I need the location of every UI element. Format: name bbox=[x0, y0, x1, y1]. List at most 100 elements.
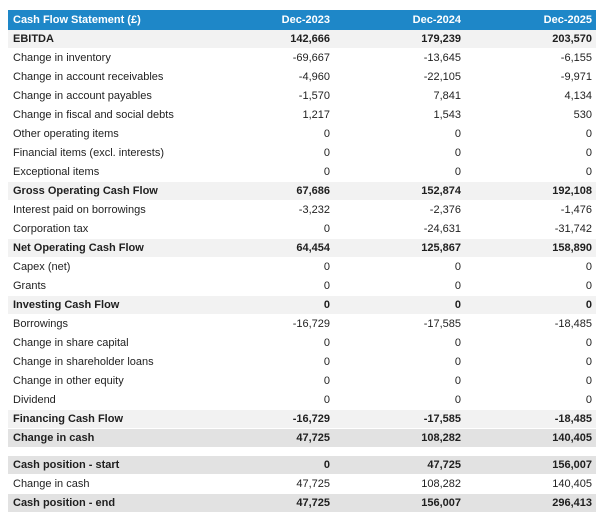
table-row: Change in cash 47,725 108,282 140,405 bbox=[8, 474, 596, 494]
table-row: Corporation tax 0 -24,631 -31,742 bbox=[8, 219, 596, 239]
spacer-cell bbox=[8, 447, 596, 456]
cell-value: 0 bbox=[203, 390, 334, 410]
column-header-dec-2025: Dec-2025 bbox=[465, 10, 596, 30]
table-row: Change in account receivables -4,960 -22,1… bbox=[8, 67, 596, 87]
row-label: Change in other equity bbox=[8, 371, 203, 391]
cell-value: 0 bbox=[334, 352, 465, 372]
cell-value: 64,454 bbox=[203, 238, 334, 258]
row-label: Change in fiscal and social debts bbox=[8, 105, 203, 125]
cell-value: 0 bbox=[334, 390, 465, 410]
cell-value: 0 bbox=[465, 371, 596, 391]
table-row: Dividend 0 0 0 bbox=[8, 390, 596, 410]
row-label: Interest paid on borrowings bbox=[8, 200, 203, 220]
cell-value: 296,413 bbox=[465, 493, 596, 513]
table-row: Investing Cash Flow 0 0 0 bbox=[8, 295, 596, 315]
table-row: Interest paid on borrowings -3,232 -2,376-… bbox=[8, 200, 596, 220]
cell-value: 0 bbox=[203, 295, 334, 315]
row-label: Cash position - end bbox=[8, 493, 203, 513]
cell-value: 1,217 bbox=[203, 105, 334, 125]
cell-value: 152,874 bbox=[334, 181, 465, 201]
row-label: EBITDA bbox=[8, 30, 203, 49]
table-row: Change in cash 47,725 108,282 140,405 bbox=[8, 428, 596, 448]
cell-value: 0 bbox=[465, 162, 596, 182]
cell-value: 0 bbox=[465, 124, 596, 144]
cell-value: 0 bbox=[203, 333, 334, 353]
cell-value: 0 bbox=[334, 124, 465, 144]
row-label: Change in cash bbox=[8, 428, 203, 448]
cell-value: -13,645 bbox=[334, 48, 465, 68]
cell-value: -2,376 bbox=[334, 200, 465, 220]
cell-value: 156,007 bbox=[465, 455, 596, 475]
row-label: Change in account receivables bbox=[8, 67, 203, 87]
cell-value: 0 bbox=[465, 333, 596, 353]
cell-value: 0 bbox=[334, 257, 465, 277]
cell-value: 0 bbox=[203, 257, 334, 277]
row-label: Investing Cash Flow bbox=[8, 295, 203, 315]
cash-flow-statement-table-container: Cash Flow Statement (£) Dec-2023 Dec-202… bbox=[8, 10, 596, 513]
table-row: Financing Cash Flow -16,729 -17,585 -18,485 bbox=[8, 409, 596, 429]
row-label: Cash position - start bbox=[8, 455, 203, 475]
row-label: Grants bbox=[8, 276, 203, 296]
cell-value: 0 bbox=[465, 352, 596, 372]
cell-value: -1,570 bbox=[203, 86, 334, 106]
header-row: Cash Flow Statement (£) Dec-2023 Dec-202… bbox=[8, 10, 596, 30]
cell-value: 0 bbox=[203, 124, 334, 144]
cell-value: 156,007 bbox=[334, 493, 465, 513]
table-row: Gross Operating Cash Flow 67,686 152,874 19… bbox=[8, 181, 596, 201]
table-title: Cash Flow Statement (£) bbox=[8, 10, 203, 30]
column-header-dec-2023: Dec-2023 bbox=[203, 10, 334, 30]
cell-value: 0 bbox=[465, 390, 596, 410]
cell-value: 47,725 bbox=[203, 474, 334, 494]
cell-value: 47,725 bbox=[203, 428, 334, 448]
row-label: Capex (net) bbox=[8, 257, 203, 277]
cell-value: 125,867 bbox=[334, 238, 465, 258]
table-row: Grants 0 0 0 bbox=[8, 276, 596, 296]
cell-value: -22,105 bbox=[334, 67, 465, 87]
table-header: Cash Flow Statement (£) Dec-2023 Dec-202… bbox=[8, 10, 596, 30]
cell-value: -18,485 bbox=[465, 314, 596, 334]
cell-value: -24,631 bbox=[334, 219, 465, 239]
row-label: Change in account payables bbox=[8, 86, 203, 106]
table-row: EBITDA 142,666 179,239 203,570 bbox=[8, 30, 596, 49]
cell-value: 0 bbox=[334, 295, 465, 315]
cell-value: 0 bbox=[334, 276, 465, 296]
cell-value: -3,232 bbox=[203, 200, 334, 220]
cell-value: -1,476 bbox=[465, 200, 596, 220]
row-label: Exceptional items bbox=[8, 162, 203, 182]
cell-value: 1,543 bbox=[334, 105, 465, 125]
cell-value: 0 bbox=[203, 162, 334, 182]
cell-value: 4,134 bbox=[465, 86, 596, 106]
cell-value: 203,570 bbox=[465, 30, 596, 49]
cell-value: 158,890 bbox=[465, 238, 596, 258]
table-row: Net Operating Cash Flow 64,454 125,867 158,… bbox=[8, 238, 596, 258]
cell-value: -6,155 bbox=[465, 48, 596, 68]
cell-value: 0 bbox=[465, 276, 596, 296]
cell-value: 179,239 bbox=[334, 30, 465, 49]
table-row: Change in shareholder loans 0 0 0 bbox=[8, 352, 596, 372]
cell-value: -9,971 bbox=[465, 67, 596, 87]
table-row: Change in share capital 0 0 0 bbox=[8, 333, 596, 353]
cell-value: 0 bbox=[465, 295, 596, 315]
cell-value: 7,841 bbox=[334, 86, 465, 106]
row-label: Change in share capital bbox=[8, 333, 203, 353]
table-row: Borrowings -16,729 -17,585 -18,485 bbox=[8, 314, 596, 334]
table-body: EBITDA 142,666 179,239 203,570 Change in inv… bbox=[8, 30, 596, 513]
cell-value: 140,405 bbox=[465, 474, 596, 494]
cell-value: -17,585 bbox=[334, 314, 465, 334]
cell-value: 108,282 bbox=[334, 428, 465, 448]
cell-value: 0 bbox=[203, 276, 334, 296]
row-label: Corporation tax bbox=[8, 219, 203, 239]
row-label: Net Operating Cash Flow bbox=[8, 238, 203, 258]
table-row: Cash position - start 0 47,725 156,007 bbox=[8, 455, 596, 475]
cell-value: 140,405 bbox=[465, 428, 596, 448]
table-row: Financial items (excl. interests) 0 0 0 bbox=[8, 143, 596, 163]
row-label: Gross Operating Cash Flow bbox=[8, 181, 203, 201]
table-row: Change in other equity 0 0 0 bbox=[8, 371, 596, 391]
table-row: Other operating items 0 0 0 bbox=[8, 124, 596, 144]
cell-value: 530 bbox=[465, 105, 596, 125]
cell-value: 192,108 bbox=[465, 181, 596, 201]
table-row: Change in fiscal and social debts 1,217 1,… bbox=[8, 105, 596, 125]
cell-value: 0 bbox=[465, 143, 596, 163]
row-label: Dividend bbox=[8, 390, 203, 410]
row-label: Financing Cash Flow bbox=[8, 409, 203, 429]
